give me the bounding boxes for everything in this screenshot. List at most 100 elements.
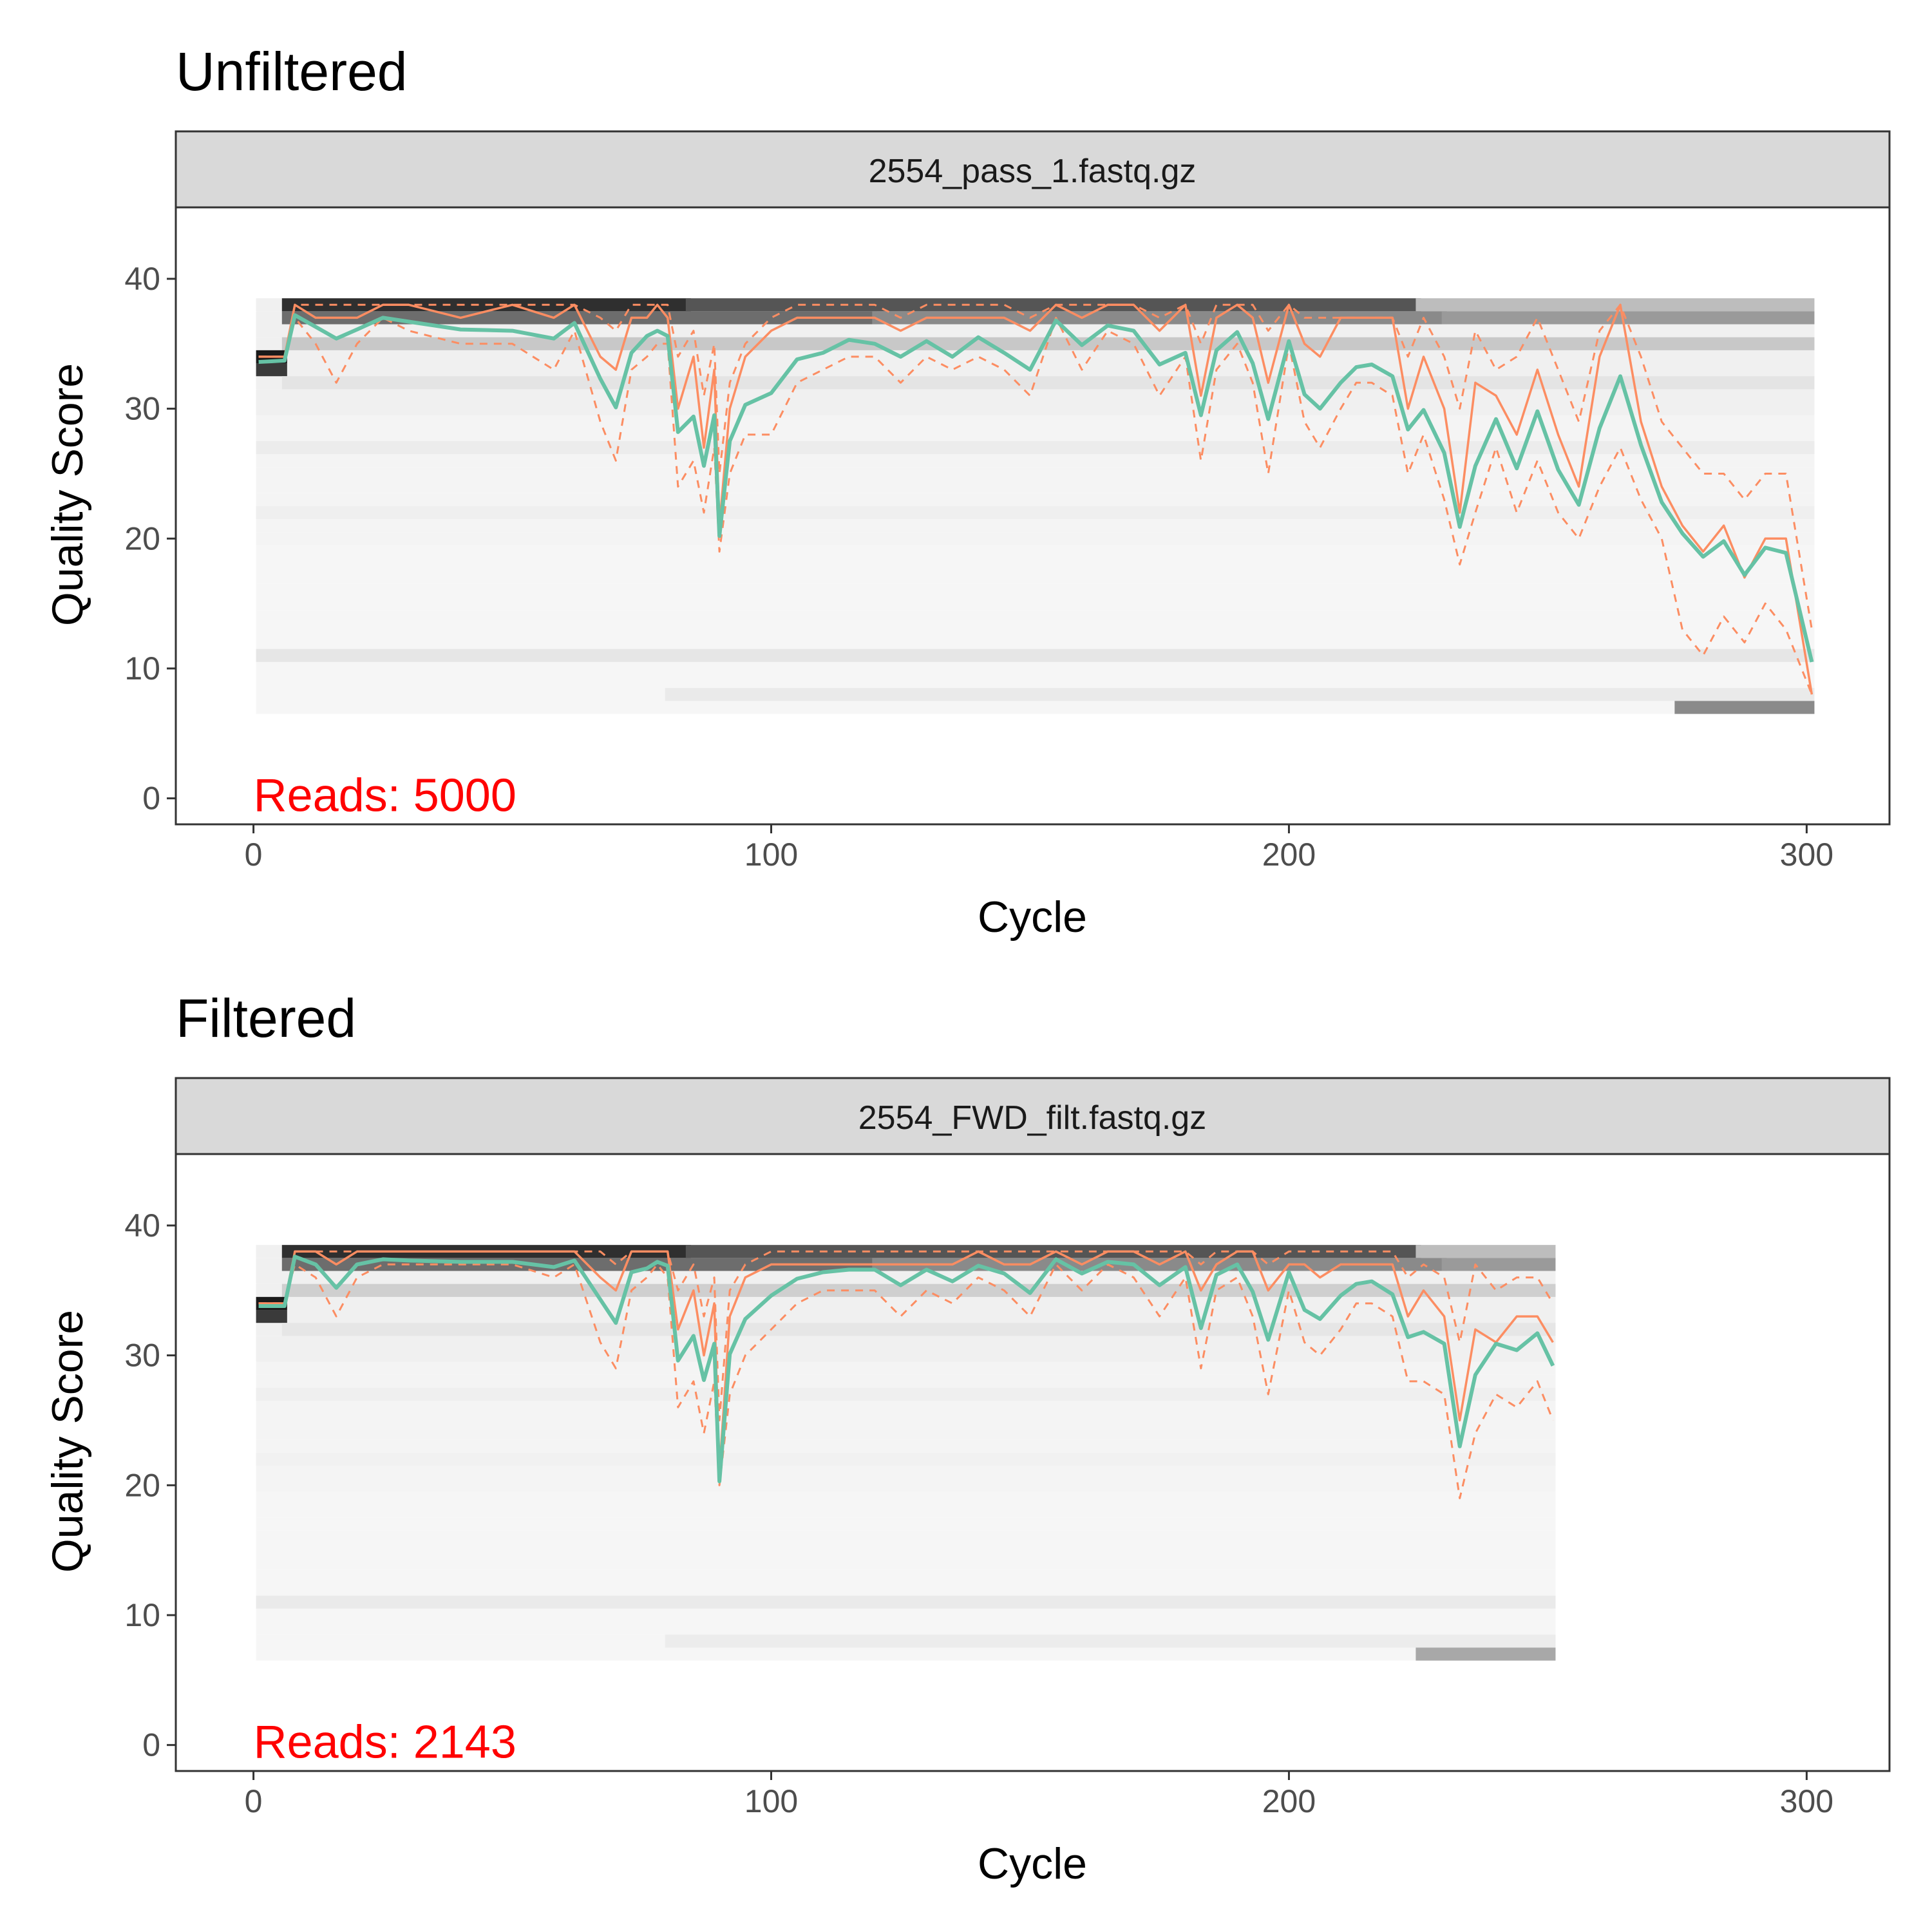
q25-line [258,1263,1554,1499]
heatmap-cell [256,441,1815,455]
heatmap-cell [256,1439,1556,1453]
y-tick-label: 10 [124,1597,160,1633]
plot-area: 0 100 200 300 0 10 20 30 40 Reads: 2143 [124,1153,1891,1819]
heatmap-cell [281,1283,1556,1297]
panel-title: Unfiltered [176,41,408,102]
heatmap-cell [256,1544,1556,1557]
x-tick-label: 200 [1262,837,1316,873]
heatmap-cell [281,311,878,325]
heatmap-cell [256,1530,1556,1544]
heatmap-cell [256,1414,1556,1427]
y-tick-label: 40 [124,1208,160,1244]
y-tick-label: 0 [142,781,160,817]
heatmap-cell [256,454,1815,468]
heatmap-cell [256,1310,287,1323]
x-tick-label: 0 [245,837,263,873]
heatmap-cell [256,1504,1556,1518]
heatmap-cell [256,545,1815,558]
heatmap-cell [256,480,1815,493]
heatmap-cell [256,1452,1556,1466]
heatmap-cell [256,467,1815,480]
heatmap-cell [256,1569,1556,1583]
panel-filtered: Filtered 2554_FWD_filt.fastq.gz 0 100 200 3… [43,988,1891,1888]
heatmap-cell [256,1310,1556,1323]
heatmap-cell [256,701,1815,714]
heatmap-cell [256,1647,1556,1661]
heatmap-cell [256,1296,1556,1311]
panel-border [175,1153,1891,1772]
heatmap-cell [281,376,1815,390]
panel-border [175,206,1891,826]
x-tick-label: 300 [1780,837,1833,873]
heatmap-cell [872,311,1447,325]
heatmap-cell [256,1622,1556,1635]
heatmap-cell [256,363,287,377]
heatmap-cell [256,571,1815,584]
heatmap-cell [256,532,1815,545]
heatmap-cell [256,1479,1556,1492]
heatmap-cell [1416,298,1815,312]
y-tick-label: 20 [124,520,160,556]
heatmap-cell [256,1401,1556,1414]
heatmap-cell [256,1492,1556,1505]
y-tick-label: 10 [124,650,160,687]
heatmap-cell [256,649,1815,662]
heatmap-cell [1416,1245,1556,1258]
heatmap-cell [256,558,1815,571]
heatmap-cell [256,675,1815,688]
reads-annotation: Reads: 5000 [254,770,516,822]
heatmap-cell [256,583,1815,598]
plot-area: 0 100 200 300 0 10 20 30 40 Reads: 5000 [124,206,1891,873]
heatmap-cell [256,1336,1556,1349]
heatmap-cell [256,636,1815,649]
heatmap-cell [256,1557,1556,1570]
heatmap-cell [256,519,1815,533]
heatmap-cell [1441,311,1815,325]
heatmap-cell [256,1466,1556,1479]
mean-line [258,313,1814,663]
heatmap-cell [256,363,1815,377]
heatmap-cell [256,1349,1556,1362]
facet-label: 2554_pass_1.fastq.gz [869,153,1197,190]
median-line [258,303,1814,695]
heatmap-cell [1674,701,1815,714]
y-axis-title: Quality Score [43,363,92,626]
heatmap-cell [256,1374,1556,1388]
heatmap-cell [1416,1647,1556,1661]
x-tick-label: 100 [744,1783,798,1819]
heatmap-cell [256,623,1815,636]
heatmap-cell [1441,1258,1556,1271]
heatmap-cell [281,1323,1556,1336]
heatmap-cell [256,324,1815,337]
heatmap-cell [256,493,1815,506]
x-axis-title: Cycle [978,893,1087,942]
median-line [258,1250,1554,1473]
q75-line [258,303,1813,630]
x-tick-label: 300 [1780,1783,1833,1819]
heatmap-cell [256,415,1815,428]
y-tick-label: 40 [124,261,160,297]
reads-annotation: Reads: 2143 [254,1717,516,1768]
x-axis-title: Cycle [978,1839,1087,1888]
q25-line [258,316,1813,695]
heatmap-cell [256,1426,1556,1440]
heatmap-cell [256,1595,1556,1609]
y-tick-label: 20 [124,1467,160,1503]
panel-unfiltered: Unfiltered 2554_pass_1.fastq.gz 0 100 200 3… [43,41,1891,942]
heatmap-cell [665,688,1815,701]
y-tick-label: 30 [124,1338,160,1374]
heatmap-cell [256,506,1815,520]
heatmap-cell [256,661,1815,676]
heatmap-cell [256,1608,1556,1622]
y-axis-title: Quality Score [43,1310,92,1573]
x-tick-label: 200 [1262,1783,1316,1819]
heatmap-cell [256,428,1815,442]
heatmap-cell [256,1582,1556,1596]
x-tick-label: 100 [744,837,798,873]
facet-label: 2554_FWD_filt.fastq.gz [858,1099,1206,1137]
mean-line [258,1255,1555,1484]
heatmap-cell [256,597,1815,611]
heatmap-cell [685,298,1421,312]
y-tick-label: 0 [142,1727,160,1763]
heatmap-cell [256,389,1815,402]
